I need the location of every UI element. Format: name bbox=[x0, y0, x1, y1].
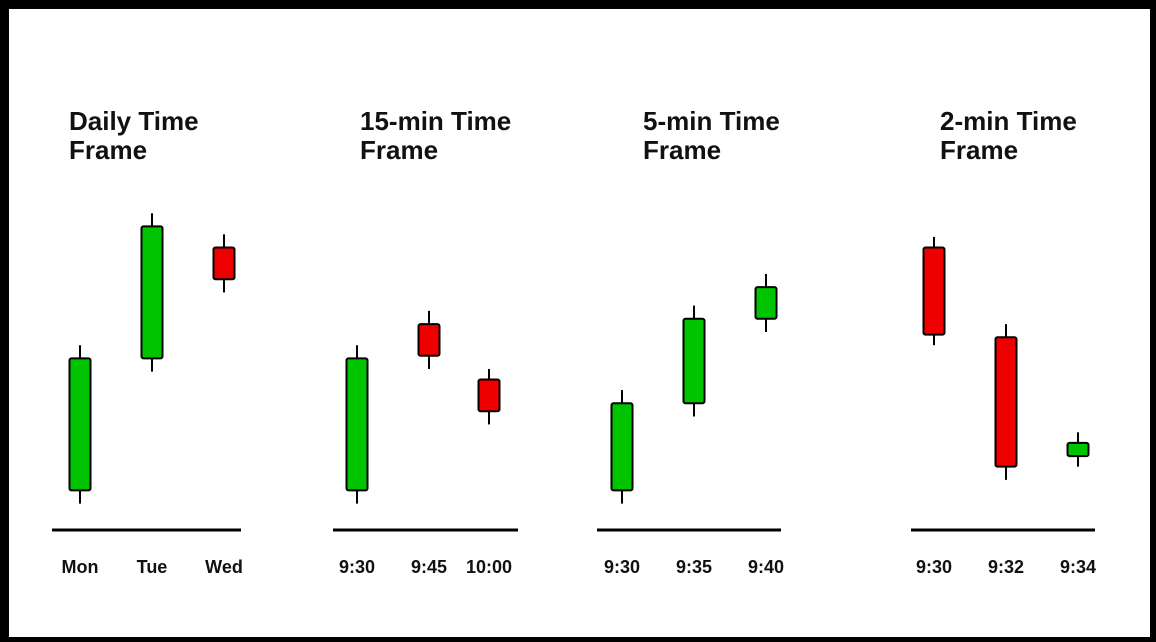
candle bbox=[610, 390, 634, 504]
candle bbox=[682, 305, 706, 417]
x-tick-label: Tue bbox=[137, 557, 168, 577]
panel-title-2min: 2-min Time Frame bbox=[940, 107, 1077, 165]
x-tick-label: 9:30 bbox=[604, 557, 640, 577]
candle-body bbox=[1066, 441, 1090, 458]
panel-title-daily: Daily Time Frame bbox=[69, 107, 199, 165]
x-tick-label: 9:35 bbox=[676, 557, 712, 577]
x-tick-label: 9:45 bbox=[411, 557, 447, 577]
candle bbox=[922, 236, 946, 346]
x-tick-label: Wed bbox=[205, 557, 243, 577]
candle-body bbox=[754, 286, 778, 320]
panel-title-line: Frame bbox=[643, 135, 722, 165]
candle bbox=[212, 234, 236, 293]
candle-body bbox=[610, 402, 634, 492]
panel-title-line: 15-min Time bbox=[360, 106, 512, 136]
candle-body bbox=[140, 225, 164, 360]
panel-title-line: Frame bbox=[940, 135, 1019, 165]
x-tick-label: 9:32 bbox=[988, 557, 1024, 577]
panel-2min: 9:30 9:32 9:34 bbox=[911, 236, 1096, 577]
panel-title-line: 2-min Time bbox=[940, 106, 1077, 136]
candle-body bbox=[417, 323, 441, 357]
panel-title-15min: 15-min Time Frame bbox=[360, 107, 511, 165]
candle bbox=[754, 273, 778, 332]
candle-body bbox=[477, 378, 501, 413]
candle-body bbox=[345, 357, 369, 492]
x-tick-label: 9:30 bbox=[339, 557, 375, 577]
x-tick-label: 9:34 bbox=[1060, 557, 1096, 577]
candle-body bbox=[682, 317, 706, 405]
candle bbox=[140, 213, 164, 372]
x-tick-label: 10:00 bbox=[466, 557, 512, 577]
candle bbox=[417, 310, 441, 369]
panel-title-line: Frame bbox=[360, 135, 439, 165]
panel-title-line: Frame bbox=[69, 135, 148, 165]
candle bbox=[477, 368, 501, 425]
panel-daily: Mon Tue Wed bbox=[52, 213, 243, 577]
candle-body bbox=[994, 336, 1018, 468]
candle-body bbox=[68, 357, 92, 492]
candle bbox=[994, 324, 1018, 480]
x-tick-label: 9:40 bbox=[748, 557, 784, 577]
x-tick-label: 9:30 bbox=[916, 557, 952, 577]
panel-title-5min: 5-min Time Frame bbox=[643, 107, 780, 165]
panel-5min: 9:30 9:35 9:40 bbox=[597, 273, 784, 577]
candle-body bbox=[922, 246, 946, 336]
candle bbox=[68, 345, 92, 504]
candle-body bbox=[212, 246, 236, 281]
candle bbox=[345, 345, 369, 504]
panel-title-line: 5-min Time bbox=[643, 106, 780, 136]
x-tick-label: Mon bbox=[62, 557, 99, 577]
candle bbox=[1066, 432, 1090, 467]
panel-title-line: Daily Time bbox=[69, 106, 199, 136]
panel-15min: 9:30 9:45 10:00 bbox=[333, 310, 518, 577]
